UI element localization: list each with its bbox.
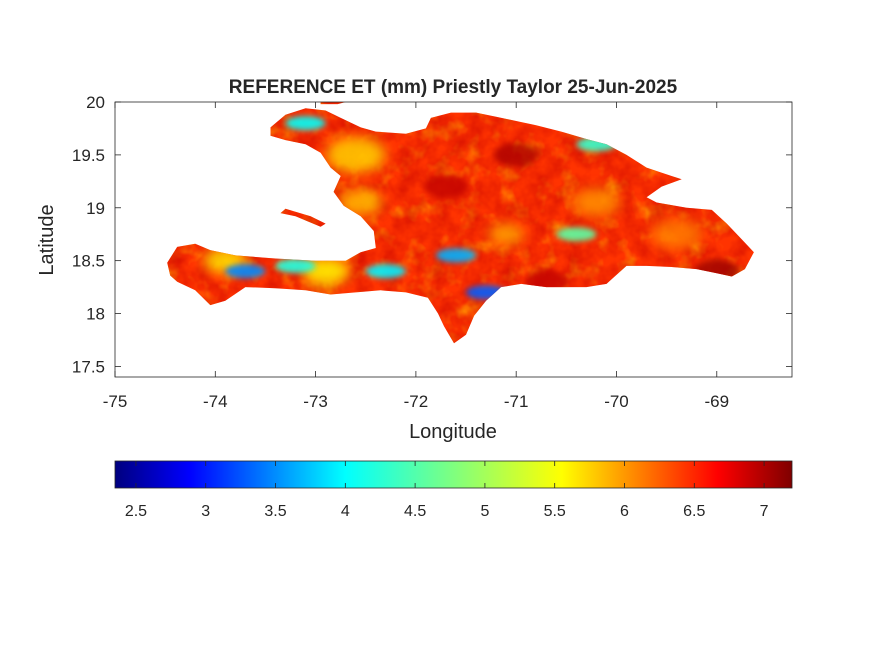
- et-field: [167, 102, 754, 344]
- x-tick-label: -69: [704, 392, 729, 411]
- y-tick-label: 18.5: [72, 252, 105, 271]
- low-et-zone: [556, 227, 597, 242]
- x-tick-label: -71: [504, 392, 529, 411]
- y-axis-label: Latitude: [36, 204, 58, 275]
- high-et-zone: [524, 269, 569, 294]
- colorbar-ticks: 2.5 3 3.5 4 4.5 5 5.5 6 6.5 7: [125, 461, 769, 520]
- colorbar-tick-label: 3: [201, 503, 210, 520]
- x-tick-label: -72: [404, 392, 429, 411]
- x-tick-label: -70: [604, 392, 629, 411]
- high-et-zone: [423, 174, 468, 199]
- plot-area-frame: [114, 101, 793, 378]
- colorbar-tick-label: 7: [760, 503, 769, 520]
- x-axis: -75 -74 -73 -72 -71 -70 -69: [103, 102, 729, 411]
- y-tick-label: 18: [86, 305, 105, 324]
- low-et-zone: [365, 264, 406, 279]
- x-tick-label: -74: [203, 392, 228, 411]
- colorbar: [114, 460, 793, 489]
- colorbar-tick-label: 6: [620, 503, 629, 520]
- high-et-zone: [494, 142, 539, 167]
- colorbar-tick-label: 5: [480, 503, 489, 520]
- colorbar-tick-label: 4: [341, 503, 350, 520]
- chart-title: REFERENCE ET (mm) Priestly Taylor 25-Jun…: [229, 77, 678, 98]
- low-et-zone: [466, 285, 507, 300]
- colorbar-tick-label: 4.5: [404, 503, 426, 520]
- low-et-zone: [576, 137, 617, 152]
- colorbar-tick-label: 3.5: [264, 503, 286, 520]
- y-tick-label: 19: [86, 199, 105, 218]
- low-et-zone: [275, 258, 316, 273]
- low-et-zone: [285, 116, 326, 131]
- high-et-zone: [694, 259, 739, 284]
- x-tick-label: -75: [103, 392, 128, 411]
- y-tick-label: 20: [86, 93, 105, 112]
- y-tick-label: 17.5: [72, 357, 105, 376]
- low-et-zone: [436, 248, 477, 263]
- low-et-zone: [225, 264, 266, 279]
- y-axis: 17.5 18 18.5 19 19.5 20: [72, 93, 792, 376]
- colorbar-tick-label: 5.5: [544, 503, 566, 520]
- x-tick-label: -73: [303, 392, 328, 411]
- colorbar-tick-label: 2.5: [125, 503, 147, 520]
- x-axis-label: Longitude: [409, 421, 497, 443]
- colorbar-tick-label: 6.5: [683, 503, 705, 520]
- y-tick-label: 19.5: [72, 146, 105, 165]
